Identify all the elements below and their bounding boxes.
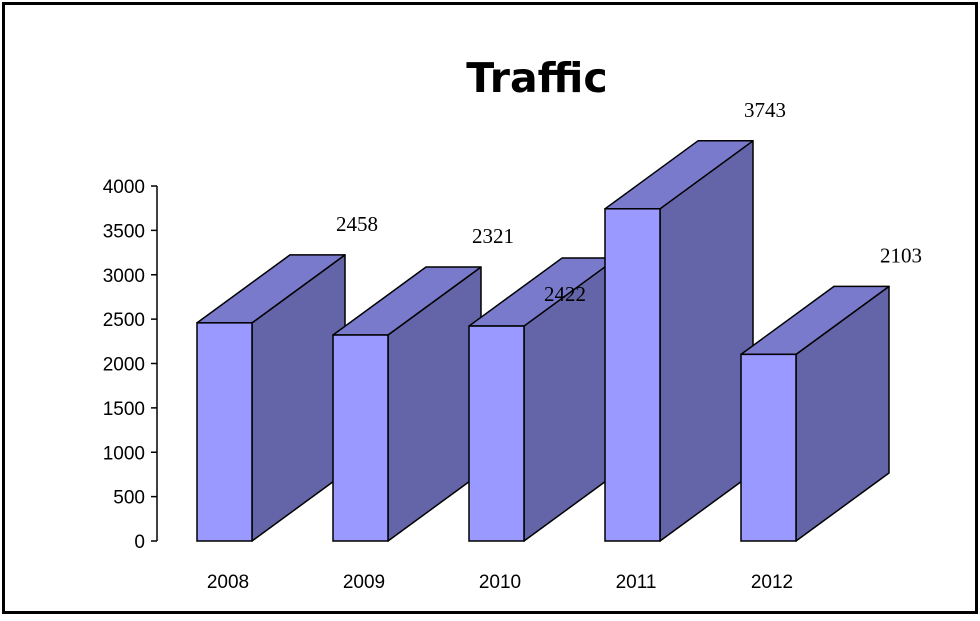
bar-2010 xyxy=(468,257,618,542)
y-axis: 0 500 1000 1500 2000 2500 3000 3500 4000 xyxy=(103,177,158,553)
bar-chart: Traffic 0 500 1000 1500 2000 2500 3000 3500 4000… xyxy=(103,54,922,593)
data-label: 2422 xyxy=(544,282,586,306)
bars xyxy=(196,140,890,542)
y-tick-label: 2000 xyxy=(103,355,145,376)
x-tick-label: 2010 xyxy=(479,572,521,593)
data-label: 2458 xyxy=(336,212,378,236)
y-tick-label: 1500 xyxy=(103,399,145,420)
data-labels: 2458 2321 2422 3743 2103 xyxy=(336,98,922,306)
bar-front xyxy=(332,334,389,542)
x-tick-label: 2011 xyxy=(616,572,657,593)
y-tick-label: 4000 xyxy=(103,177,145,198)
bar-2008 xyxy=(196,254,346,542)
bar-front xyxy=(468,325,525,542)
bar-front xyxy=(196,322,253,542)
x-tick-label: 2009 xyxy=(343,572,385,593)
y-tick-label: 3000 xyxy=(103,266,145,287)
y-tick-label: 0 xyxy=(134,532,145,553)
bar-side xyxy=(659,140,754,542)
bar-front xyxy=(740,353,797,542)
y-tick-label: 500 xyxy=(113,488,145,509)
bar-2011 xyxy=(604,140,754,542)
bar-2012 xyxy=(740,285,890,542)
data-label: 2103 xyxy=(880,243,922,267)
y-tick-label: 3500 xyxy=(103,221,145,242)
data-label: 2321 xyxy=(472,224,514,248)
data-label: 3743 xyxy=(744,98,786,122)
chart-title: Traffic xyxy=(466,54,607,102)
bar-2009 xyxy=(332,266,482,542)
x-tick-labels: 2008 2009 2010 2011 2012 xyxy=(207,572,793,593)
x-tick-label: 2012 xyxy=(751,572,793,593)
x-tick-label: 2008 xyxy=(207,572,249,593)
y-tick-label: 1000 xyxy=(103,443,145,464)
bar-front xyxy=(604,208,661,542)
y-tick-label: 2500 xyxy=(103,310,145,331)
